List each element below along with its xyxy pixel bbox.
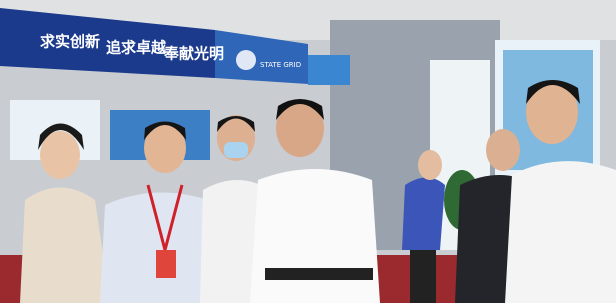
person-trousers xyxy=(410,250,436,303)
person-head xyxy=(40,131,80,179)
logo-text: STATE GRID xyxy=(260,61,301,69)
person-head xyxy=(486,129,520,171)
person-head xyxy=(418,150,442,180)
person-shirt xyxy=(250,169,380,303)
slogan: 求实创新 xyxy=(40,33,100,51)
slogan: 追求卓越 xyxy=(106,39,167,57)
person-shirt xyxy=(505,161,616,303)
screen xyxy=(308,55,350,85)
photo: STATE GRID 求实创新 追求卓越 奉献光明 xyxy=(0,0,616,303)
face-mask xyxy=(224,142,248,158)
person-top xyxy=(402,178,445,251)
badge xyxy=(156,250,176,278)
slogan: 奉献光明 xyxy=(163,45,224,63)
logo-icon xyxy=(236,50,256,70)
belt xyxy=(265,268,373,280)
